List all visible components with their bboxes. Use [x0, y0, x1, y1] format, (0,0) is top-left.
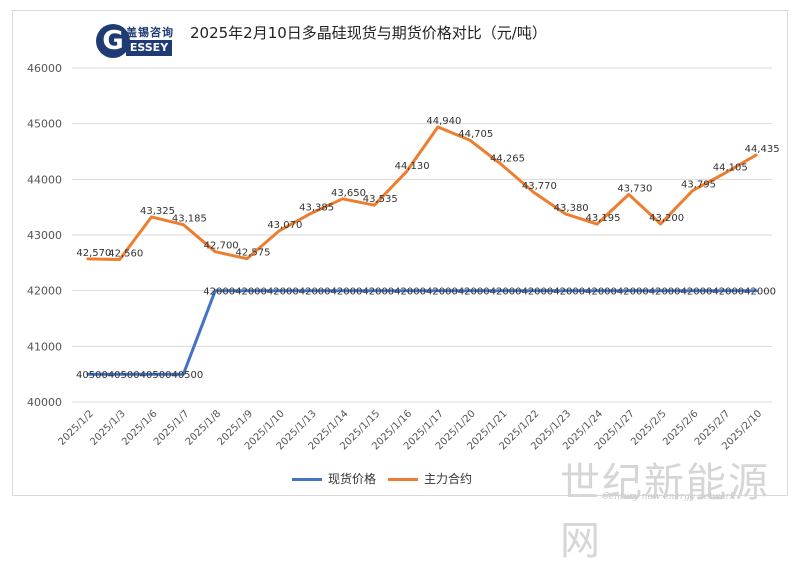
data-label: 42,560 [108, 248, 143, 259]
y-tick-label: 44000 [27, 173, 62, 186]
data-label: 43,385 [299, 203, 334, 214]
legend-item-futures: 主力合约 [388, 470, 472, 487]
logo-en-text: ESSEY [126, 40, 172, 56]
legend-swatch-spot [292, 478, 322, 481]
y-tick-label: 40000 [27, 396, 62, 409]
data-label: 40500 [76, 370, 108, 381]
data-label: 43,195 [586, 213, 621, 224]
y-tick-label: 43000 [27, 229, 62, 242]
watermark-en: Century new energy network [602, 492, 736, 502]
data-label: 44,130 [395, 161, 430, 172]
series-line-spot [86, 289, 758, 376]
data-label: 44,705 [458, 129, 493, 140]
data-label: 44,265 [490, 154, 525, 165]
data-label: 42000 [458, 287, 490, 298]
legend-label-spot: 现货价格 [328, 472, 377, 486]
legend-swatch-futures [388, 478, 418, 481]
legend-item-spot: 现货价格 [292, 470, 376, 487]
data-label: 42000 [744, 287, 776, 298]
data-label: 44,105 [713, 162, 748, 173]
data-label: 42000 [331, 287, 363, 298]
data-label: 42000 [521, 287, 553, 298]
logo-letter: G [96, 24, 130, 58]
data-label: 40500 [140, 370, 172, 381]
gessey-logo: G 盖锡咨询 ESSEY [96, 24, 174, 58]
y-tick-label: 41000 [27, 340, 62, 353]
line-chart: 400004100042000430004400045000460002025/… [27, 62, 780, 452]
data-label: 42000 [585, 287, 617, 298]
data-label: 43,650 [331, 188, 366, 199]
data-label: 42000 [553, 287, 585, 298]
watermark: 世纪新能源网 Century new energy network [560, 450, 790, 564]
data-label: 42,570 [76, 248, 111, 259]
series-line-futures [86, 125, 758, 261]
data-label: 42000 [362, 287, 394, 298]
data-label: 43,200 [649, 213, 684, 224]
data-label: 43,070 [267, 220, 302, 231]
y-tick-label: 45000 [27, 118, 62, 131]
data-label: 44,435 [745, 144, 780, 155]
data-label: 43,795 [681, 180, 716, 191]
data-label: 42000 [267, 287, 299, 298]
data-label: 43,325 [140, 206, 175, 217]
data-label: 42,700 [204, 241, 239, 252]
data-label: 42000 [712, 287, 744, 298]
legend-label-futures: 主力合约 [424, 472, 473, 486]
data-label: 40500 [171, 370, 203, 381]
data-label: 42000 [299, 287, 331, 298]
data-label: 42000 [203, 287, 235, 298]
chart-title: 2025年2月10日多晶硅现货与期货价格对比（元/吨） [190, 24, 547, 42]
data-label: 42000 [426, 287, 458, 298]
watermark-cn: 世纪新能源网 [560, 460, 770, 564]
data-label: 42000 [235, 287, 267, 298]
data-label: 40500 [108, 370, 140, 381]
y-tick-label: 46000 [27, 62, 62, 75]
data-label: 42,575 [236, 248, 271, 259]
data-label: 43,380 [554, 203, 589, 214]
data-label: 42000 [490, 287, 522, 298]
y-tick-label: 42000 [27, 285, 62, 298]
chart-frame [12, 10, 788, 496]
logo-cn-text: 盖锡咨询 [126, 26, 174, 39]
data-label: 43,770 [522, 181, 557, 192]
data-label: 42000 [681, 287, 713, 298]
data-label: 43,730 [617, 183, 652, 194]
data-label: 44,940 [426, 116, 461, 127]
data-label: 43,185 [172, 214, 207, 225]
data-label: 42000 [394, 287, 426, 298]
data-label: 43,535 [363, 194, 398, 205]
data-label: 42000 [649, 287, 681, 298]
data-label: 42000 [617, 287, 649, 298]
